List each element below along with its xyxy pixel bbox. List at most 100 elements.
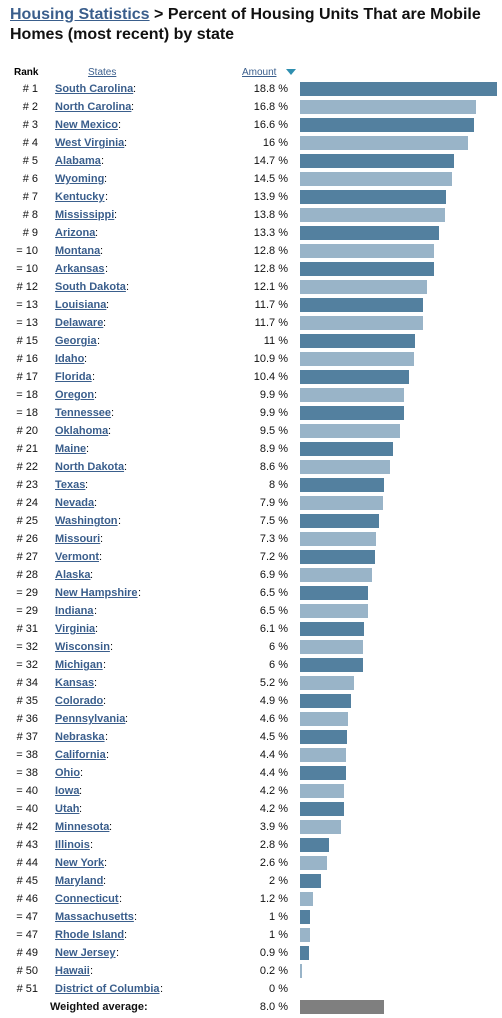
state-link[interactable]: Iowa: [55, 785, 80, 797]
amount-label: 6 %: [269, 659, 288, 671]
value-bar: [300, 568, 372, 582]
amount-label: 1 %: [269, 929, 288, 941]
rank-label: # 5: [22, 155, 38, 167]
state-link[interactable]: Utah: [55, 803, 80, 815]
state-colon: :: [124, 929, 128, 941]
state-link[interactable]: Connecticut: [55, 893, 119, 905]
state-link[interactable]: Texas: [55, 479, 86, 491]
state-link[interactable]: Alabama: [55, 155, 101, 167]
state-link[interactable]: Georgia: [55, 335, 97, 347]
state-link[interactable]: Ohio: [55, 767, 81, 779]
state-link[interactable]: California: [55, 749, 106, 761]
state-link[interactable]: Nevada: [55, 497, 95, 509]
state-link[interactable]: Colorado: [55, 695, 104, 707]
state-link[interactable]: Tennessee: [55, 407, 112, 419]
amount-label: 12.1 %: [253, 281, 288, 293]
rank-label: = 29: [16, 587, 38, 599]
state-colon: :: [109, 821, 113, 833]
state-link[interactable]: Alaska: [55, 569, 91, 581]
state-colon: :: [134, 911, 138, 923]
table-row: # 26 Missouri: 7.3 %: [0, 531, 502, 549]
state-link[interactable]: Florida: [55, 371, 92, 383]
state-link[interactable]: Wisconsin: [55, 641, 110, 653]
state-colon: :: [105, 263, 109, 275]
rank-label: # 6: [22, 173, 38, 185]
state-link[interactable]: Montana: [55, 245, 101, 257]
states-column-header[interactable]: States: [88, 67, 117, 78]
rank-label: # 23: [16, 479, 38, 491]
state-link[interactable]: Illinois: [55, 839, 90, 851]
state-link[interactable]: South Dakota: [55, 281, 126, 293]
state-link[interactable]: Maryland: [55, 875, 104, 887]
value-bar: [300, 604, 368, 618]
weighted-average-row: Weighted average: 8.0 %: [0, 999, 502, 1017]
value-bar: [300, 532, 376, 546]
state-colon: :: [124, 137, 128, 149]
state-link[interactable]: Oklahoma: [55, 425, 109, 437]
state-link[interactable]: Kentucky: [55, 191, 105, 203]
rank-label: # 28: [16, 569, 38, 581]
state-link[interactable]: Missouri: [55, 533, 101, 545]
state-colon: :: [79, 803, 83, 815]
table-row: = 40 Iowa: 4.2 %: [0, 783, 502, 801]
housing-statistics-link[interactable]: Housing Statistics: [10, 6, 150, 23]
state-link[interactable]: Arizona: [55, 227, 96, 239]
state-colon: :: [126, 281, 130, 293]
value-bar: [300, 478, 384, 492]
state-link[interactable]: Arkansas: [55, 263, 105, 275]
state-link[interactable]: Hawaii: [55, 965, 90, 977]
state-link[interactable]: Idaho: [55, 353, 85, 365]
rank-label: # 25: [16, 515, 38, 527]
amount-label: 16.8 %: [253, 101, 288, 113]
rank-label: # 9: [22, 227, 38, 239]
table-row: # 2 North Carolina: 16.8 %: [0, 99, 502, 117]
state-link[interactable]: Pennsylvania: [55, 713, 126, 725]
rank-label: = 47: [16, 911, 38, 923]
amount-label: 11.7 %: [254, 317, 288, 329]
value-bar: [300, 100, 476, 114]
state-link[interactable]: Maine: [55, 443, 87, 455]
state-link[interactable]: Wyoming: [55, 173, 105, 185]
state-link[interactable]: Delaware: [55, 317, 104, 329]
state-colon: :: [85, 479, 89, 491]
amount-label: 13.3 %: [253, 227, 288, 239]
state-link[interactable]: New York: [55, 857, 105, 869]
amount-label: 9.9 %: [259, 389, 288, 401]
state-link[interactable]: Massachusetts: [55, 911, 134, 923]
state-link[interactable]: Virginia: [55, 623, 96, 635]
state-link[interactable]: District of Columbia: [55, 983, 160, 995]
state-link[interactable]: Minnesota: [55, 821, 110, 833]
state-link[interactable]: Nebraska: [55, 731, 105, 743]
state-link[interactable]: Vermont: [55, 551, 100, 563]
state-link[interactable]: Indiana: [55, 605, 94, 617]
state-colon: :: [114, 209, 118, 221]
state-link[interactable]: West Virginia: [55, 137, 125, 149]
table-row: = 38 Ohio: 4.4 %: [0, 765, 502, 783]
state-link[interactable]: New Jersey: [55, 947, 116, 959]
state-colon: :: [106, 749, 110, 761]
table-row: # 36 Pennsylvania: 4.6 %: [0, 711, 502, 729]
state-link[interactable]: Mississippi: [55, 209, 115, 221]
state-link[interactable]: Oregon: [55, 389, 95, 401]
state-colon: :: [95, 623, 99, 635]
amount-label: 4.2 %: [259, 785, 288, 797]
value-bar: [300, 946, 309, 960]
state-link[interactable]: Kansas: [55, 677, 95, 689]
state-link[interactable]: Washington: [55, 515, 118, 527]
state-link[interactable]: New Hampshire: [55, 587, 138, 599]
rank-label: # 45: [16, 875, 38, 887]
amount-column-header[interactable]: Amount: [242, 67, 277, 78]
state-link[interactable]: South Carolina: [55, 83, 134, 95]
amount-label: 5.2 %: [259, 677, 288, 689]
state-link[interactable]: North Dakota: [55, 461, 125, 473]
rank-label: # 8: [22, 209, 38, 221]
state-link[interactable]: Michigan: [55, 659, 103, 671]
amount-label: 4.6 %: [259, 713, 288, 725]
state-link[interactable]: Louisiana: [55, 299, 107, 311]
state-link[interactable]: New Mexico: [55, 119, 118, 131]
state-colon: :: [103, 317, 107, 329]
sort-descending-icon[interactable]: [286, 69, 296, 75]
state-link[interactable]: Rhode Island: [55, 929, 125, 941]
rank-label: # 1: [22, 83, 38, 95]
state-link[interactable]: North Carolina: [55, 101, 132, 113]
